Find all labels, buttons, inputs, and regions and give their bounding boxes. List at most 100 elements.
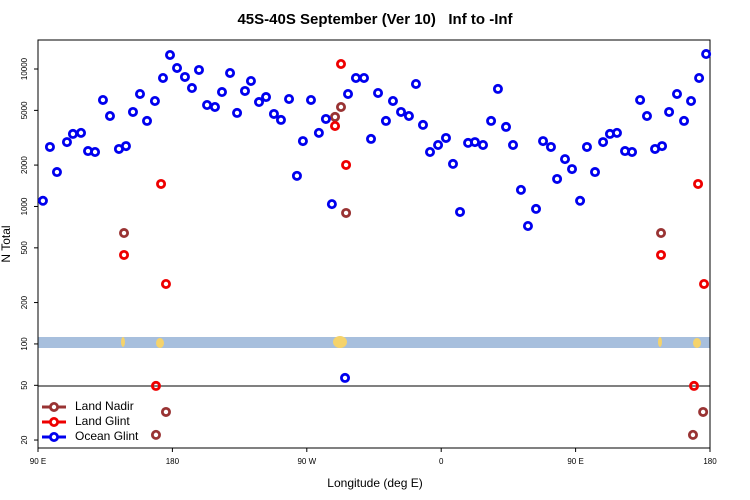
land-patch bbox=[156, 338, 164, 348]
y-tick-label: 50 bbox=[20, 380, 29, 389]
data-point bbox=[149, 95, 160, 106]
data-point bbox=[531, 203, 542, 214]
data-point bbox=[186, 83, 197, 94]
data-point bbox=[486, 115, 497, 126]
data-point bbox=[275, 114, 286, 125]
data-point bbox=[501, 121, 512, 132]
y-tick-label: 2000 bbox=[20, 156, 29, 174]
data-point bbox=[291, 170, 302, 181]
data-point bbox=[686, 95, 697, 106]
data-point bbox=[698, 406, 709, 417]
legend-marker bbox=[49, 416, 60, 427]
data-point bbox=[335, 59, 346, 70]
data-point bbox=[330, 111, 341, 122]
data-point bbox=[641, 111, 652, 122]
data-point bbox=[598, 137, 609, 148]
data-point bbox=[150, 380, 161, 391]
plot-frame bbox=[37, 39, 711, 449]
data-point bbox=[165, 49, 176, 60]
data-point bbox=[305, 94, 316, 105]
data-point bbox=[687, 429, 698, 440]
data-point bbox=[433, 139, 444, 150]
data-point bbox=[515, 184, 526, 195]
land-patch bbox=[658, 337, 662, 347]
data-point bbox=[150, 429, 161, 440]
data-point bbox=[693, 178, 704, 189]
data-point bbox=[366, 133, 377, 144]
map-strip bbox=[38, 336, 710, 348]
x-tick-label: 90 W bbox=[297, 457, 316, 466]
data-point bbox=[455, 206, 466, 217]
data-point bbox=[358, 72, 369, 83]
series-points bbox=[37, 49, 712, 383]
data-point bbox=[538, 136, 549, 147]
data-point bbox=[156, 178, 167, 189]
data-point bbox=[447, 158, 458, 169]
data-point bbox=[37, 195, 48, 206]
data-point bbox=[90, 146, 101, 157]
data-point bbox=[157, 72, 168, 83]
data-point bbox=[245, 75, 256, 86]
data-point bbox=[340, 372, 351, 383]
land-patch bbox=[693, 338, 701, 348]
data-point bbox=[61, 137, 72, 148]
data-point bbox=[581, 141, 592, 152]
x-tick-label: 0 bbox=[439, 457, 444, 466]
data-point bbox=[320, 113, 331, 124]
data-point bbox=[335, 102, 346, 113]
data-point bbox=[261, 92, 272, 103]
data-point bbox=[209, 102, 220, 113]
y-tick-label: 10000 bbox=[20, 57, 29, 80]
data-point bbox=[134, 88, 145, 99]
data-point bbox=[97, 94, 108, 105]
data-point bbox=[232, 107, 243, 118]
data-point bbox=[160, 278, 171, 289]
data-point bbox=[313, 127, 324, 138]
data-point bbox=[492, 83, 503, 94]
data-point bbox=[424, 146, 435, 157]
data-point bbox=[284, 93, 295, 104]
data-point bbox=[225, 67, 236, 78]
data-point bbox=[380, 115, 391, 126]
chart-title: 45S-40S September (Ver 10) Inf to -Inf bbox=[237, 11, 513, 28]
data-point bbox=[51, 167, 62, 178]
data-point bbox=[611, 127, 622, 138]
data-point bbox=[179, 71, 190, 82]
x-tick-label: 90 E bbox=[567, 457, 583, 466]
series-points bbox=[119, 59, 710, 391]
data-point bbox=[590, 167, 601, 178]
data-point bbox=[119, 228, 130, 239]
data-point bbox=[44, 141, 55, 152]
x-tick-label: 180 bbox=[703, 457, 717, 466]
data-point bbox=[656, 228, 667, 239]
legend-marker bbox=[49, 401, 60, 412]
data-point bbox=[575, 195, 586, 206]
land-patch bbox=[333, 336, 347, 348]
data-point bbox=[216, 87, 227, 98]
data-point bbox=[343, 88, 354, 99]
data-point bbox=[330, 120, 341, 131]
data-point bbox=[403, 111, 414, 122]
data-point bbox=[119, 249, 130, 260]
data-point bbox=[268, 108, 279, 119]
data-point bbox=[627, 146, 638, 157]
data-point bbox=[694, 72, 705, 83]
data-point bbox=[160, 406, 171, 417]
ocean-band bbox=[38, 337, 710, 348]
data-point bbox=[469, 137, 480, 148]
data-point bbox=[689, 380, 700, 391]
y-tick-label: 100 bbox=[20, 337, 29, 351]
legend-marker bbox=[49, 431, 60, 442]
data-point bbox=[254, 97, 265, 108]
data-point bbox=[664, 106, 675, 117]
data-point bbox=[410, 78, 421, 89]
data-point bbox=[567, 164, 578, 175]
data-point bbox=[701, 49, 712, 60]
y-tick-label: 1000 bbox=[20, 197, 29, 215]
data-point bbox=[522, 220, 533, 231]
data-point bbox=[326, 199, 337, 210]
data-point bbox=[679, 115, 690, 126]
data-point bbox=[297, 136, 308, 147]
